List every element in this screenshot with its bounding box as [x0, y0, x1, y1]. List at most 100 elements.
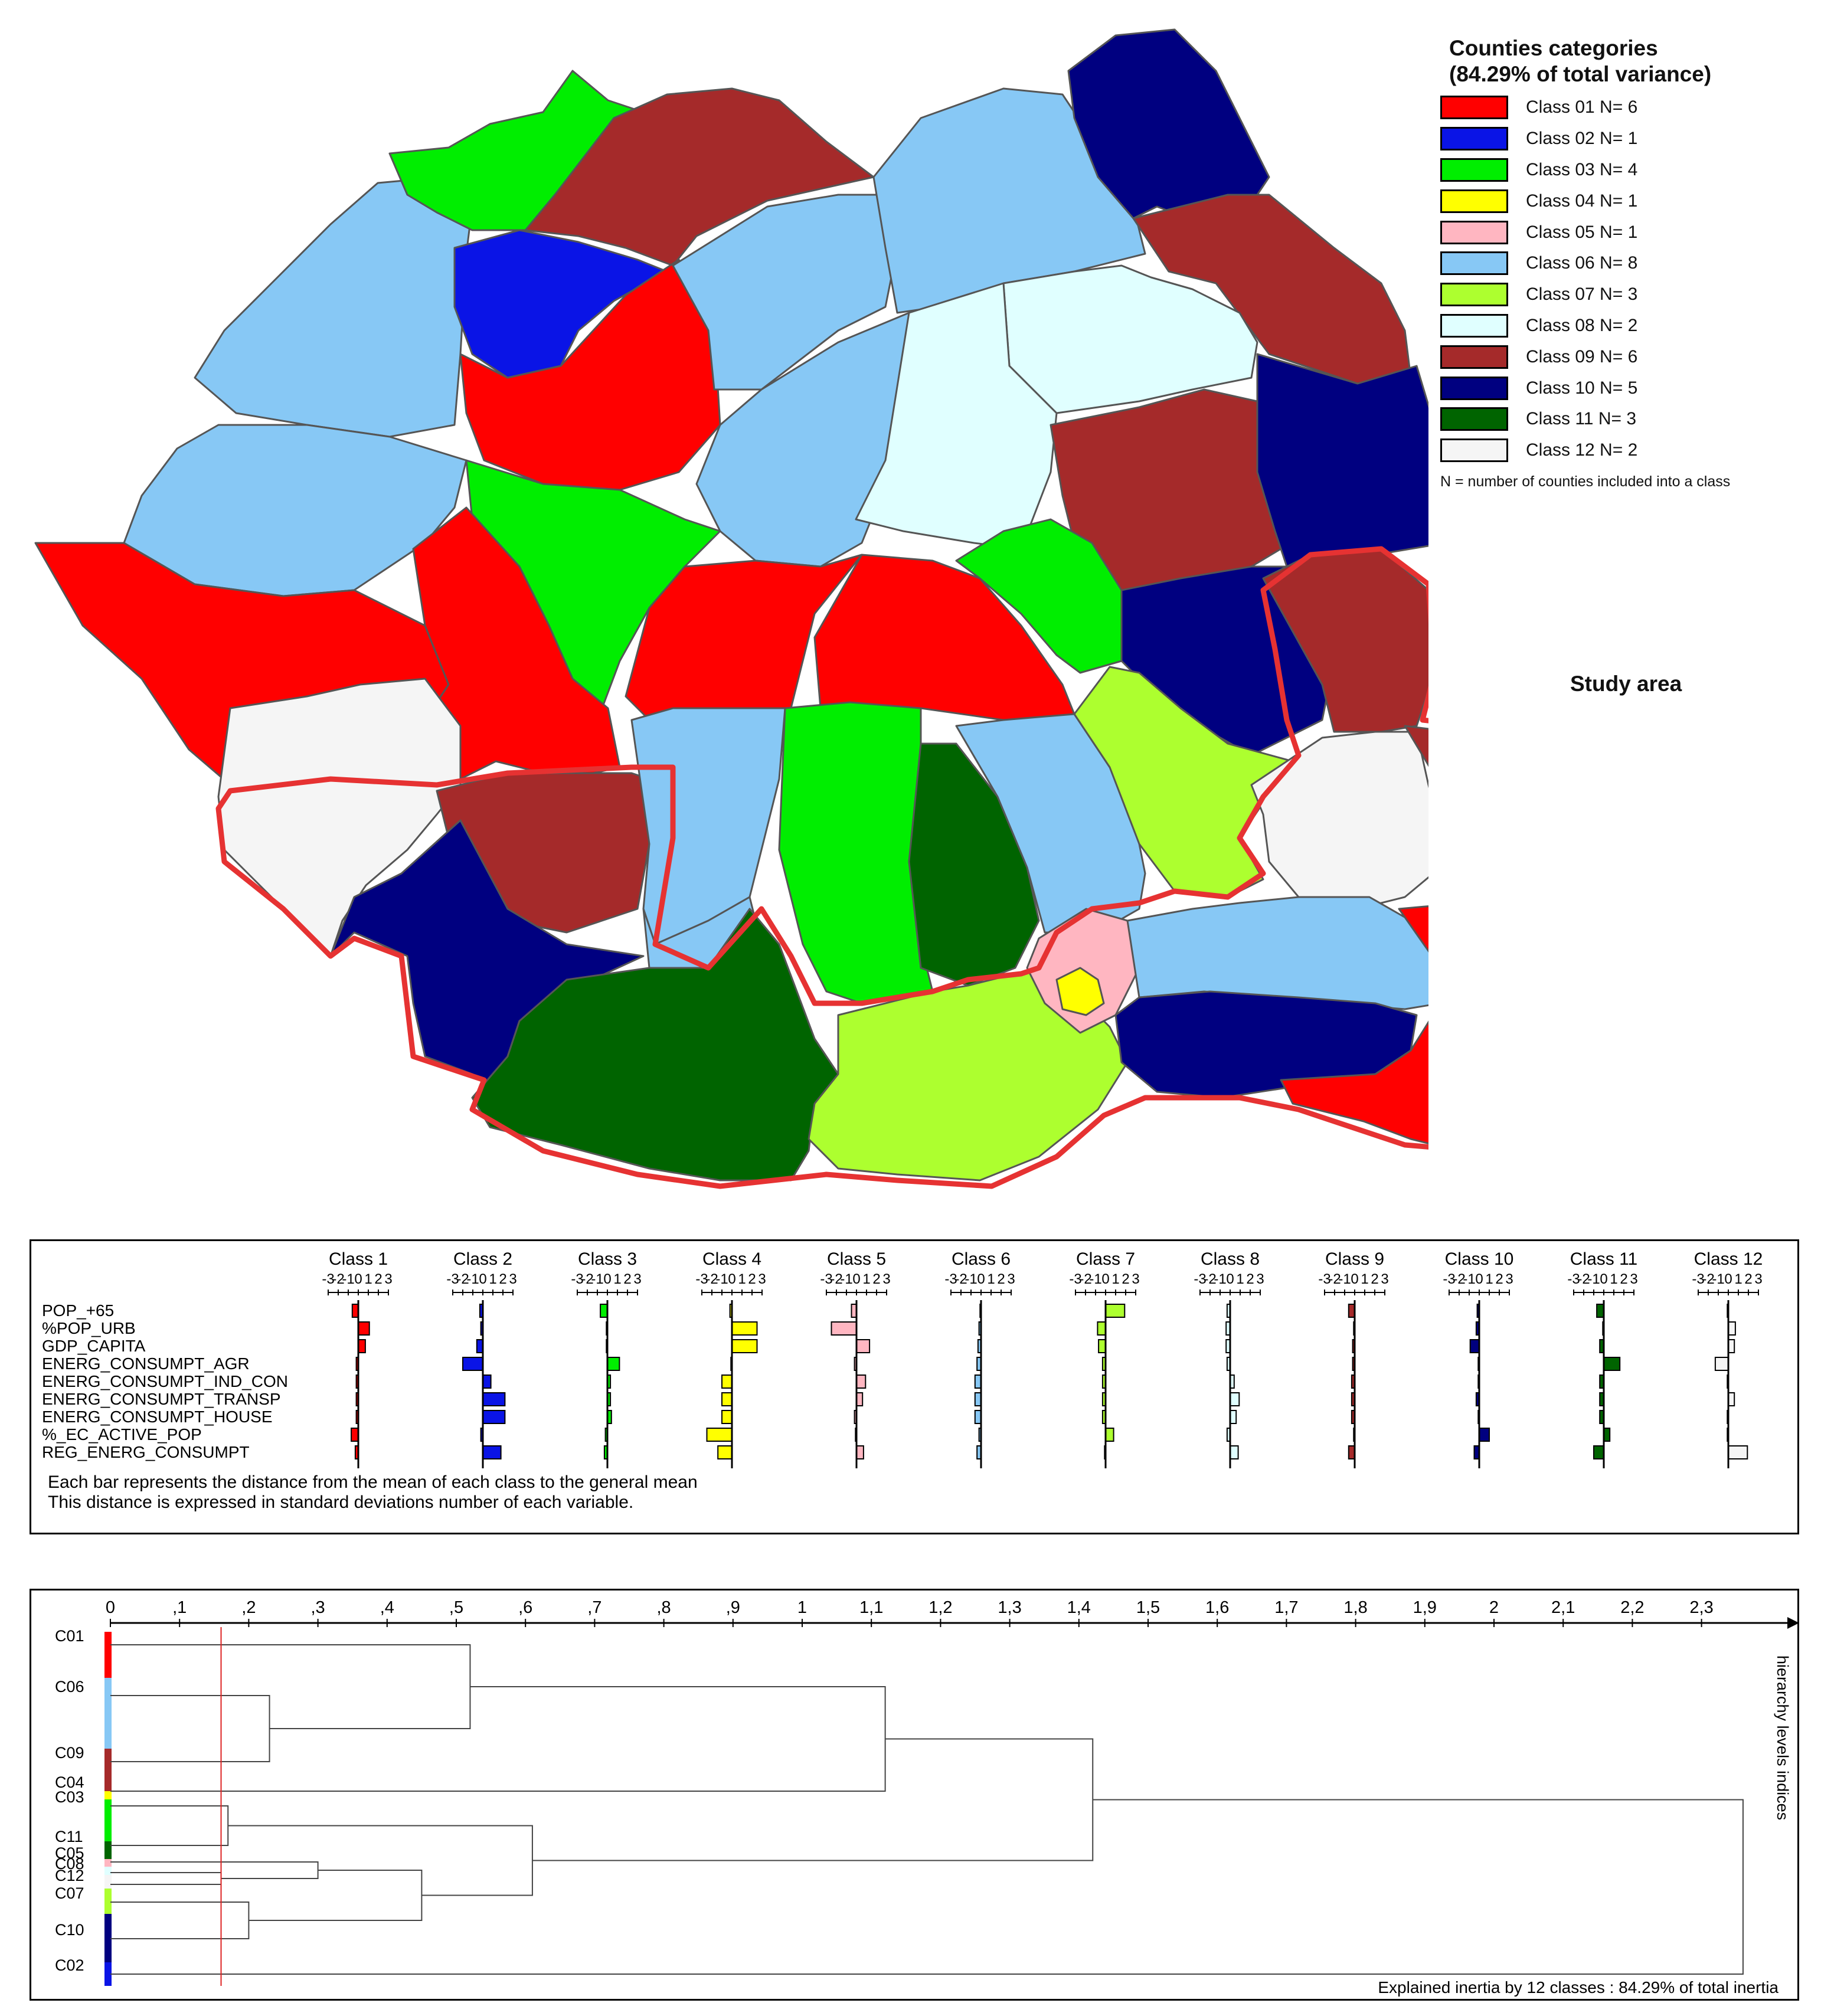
profile-bar — [1348, 1445, 1356, 1459]
dendrogram-axis-tick-label: ,3 — [311, 1598, 325, 1617]
legend-label: Class 11 N= 3 — [1526, 409, 1637, 429]
profile-axis-tick-label: 0 — [852, 1271, 860, 1287]
profile-bar — [1469, 1339, 1480, 1353]
profile-bar — [1714, 1357, 1729, 1371]
dendrogram-leaf-color — [104, 1875, 112, 1889]
dendrogram-panel: 0 ,1 ,2 ,3 ,4 ,5 ,6 ,7 ,8 ,9 1 1,1 1,2 1,3 1,4 1,5 1,6 1,… — [30, 1589, 1799, 2001]
profile-axis-tick-label: 2 — [872, 1271, 880, 1287]
class-profiles-panel: POP_+65 %POP_URB GDP_CAPITA ENERG_CONSUMPT_… — [30, 1239, 1799, 1534]
dendrogram-links — [110, 1627, 1744, 1986]
class-profile: Class 7 -3-2-1 0 1 2 3 — [1069, 1249, 1140, 1468]
profile-bar — [721, 1392, 733, 1406]
profile-axis-tick-label: 3 — [384, 1271, 392, 1287]
profile-axis-tick-label: 2 — [1246, 1271, 1254, 1287]
legend-row: Class 02 N= 1 — [1440, 123, 1806, 155]
profile-axis-tick-label: 3 — [758, 1271, 766, 1287]
county-class09 — [1404, 725, 1428, 767]
legend-label: Class 06 N= 8 — [1526, 253, 1638, 273]
study-area-label: Study area — [1570, 672, 1682, 696]
legend-swatch — [1440, 313, 1508, 338]
profile-bar — [1479, 1428, 1490, 1442]
profile-axis-tick-label: -1 — [1463, 1271, 1475, 1287]
profile-bar — [1728, 1392, 1735, 1406]
county-class12 — [1250, 731, 1428, 910]
class-profile-title: Class 3 — [578, 1249, 637, 1269]
profile-axis-tick-label: 1 — [613, 1271, 621, 1287]
legend-label: Class 12 N= 2 — [1526, 440, 1638, 460]
dendrogram-link — [110, 1902, 250, 1939]
legend-label: Class 05 N= 1 — [1526, 222, 1638, 242]
profile-axis-tick-label: 2 — [374, 1271, 382, 1287]
profile-axis-tick-label: -3 — [1069, 1271, 1081, 1287]
profile-axis-tick-label: 1 — [1236, 1271, 1244, 1287]
profile-bar — [721, 1374, 733, 1389]
dendrogram-leaf-label: C12 — [55, 1867, 84, 1884]
class-profile-title: Class 12 — [1694, 1249, 1763, 1269]
dendrogram-link — [110, 1799, 1744, 1975]
county-class01 — [1280, 905, 1428, 1145]
dendrogram-leaf-label: C05 — [55, 1844, 84, 1862]
dendrogram-leaf-label: C08 — [55, 1855, 84, 1873]
profile-axis-tick-label: 2 — [499, 1271, 506, 1287]
dendrogram-axis-tick-label: 2,3 — [1689, 1598, 1713, 1617]
legend-row: Class 01 N= 6 — [1440, 92, 1806, 123]
profile-axis-tick-label: 2 — [1371, 1271, 1378, 1287]
profile-bar — [721, 1410, 733, 1424]
profile-bar — [1603, 1428, 1611, 1442]
class-profile-title: Class 9 — [1325, 1249, 1384, 1269]
profile-axis-tick-label: -1 — [591, 1271, 603, 1287]
dendrogram-leaf-label: C06 — [55, 1678, 84, 1696]
profile-bar — [482, 1374, 492, 1389]
dendrogram-axis-tick-label: 1,2 — [929, 1598, 952, 1617]
profile-axis-tick-label: -2 — [332, 1271, 344, 1287]
profile-axis-tick-label: 2 — [1495, 1271, 1503, 1287]
class-profile-title: Class 2 — [453, 1249, 512, 1269]
profile-axis-tick-label: -3 — [322, 1271, 334, 1287]
profile-axis-tick-label: 0 — [1101, 1271, 1109, 1287]
dendrogram-axis-tick-label: ,7 — [587, 1598, 601, 1617]
dendrogram-axis-tick-label: ,1 — [172, 1598, 187, 1617]
profile-axis-tick-label: 0 — [977, 1271, 985, 1287]
class-profile-title: Class 7 — [1076, 1249, 1135, 1269]
county-class06 — [194, 176, 473, 438]
profile-axis-tick-label: -2 — [954, 1271, 967, 1287]
legend-rows: Class 01 N= 6 Class 02 N= 1 Class 03 N= 4 C… — [1440, 92, 1806, 466]
class-profile: Class 3 -3-2-1 0 1 2 3 — [571, 1249, 642, 1468]
class-profile: Class 8 -3-2-1 0 1 2 3 — [1194, 1249, 1264, 1468]
profile-axis-tick-label: 0 — [1226, 1271, 1234, 1287]
dendrogram-axis-tick-label: 1,7 — [1274, 1598, 1298, 1617]
class-profile-title: Class 8 — [1201, 1249, 1260, 1269]
profile-bar — [1728, 1339, 1735, 1353]
profile-bar — [1728, 1445, 1748, 1459]
dendrogram-axis-tick-label: ,5 — [449, 1598, 463, 1617]
profile-axis-tick-label: -3 — [446, 1271, 459, 1287]
profile-axis-tick-label: 1 — [1734, 1271, 1742, 1287]
profile-bar — [1230, 1445, 1239, 1459]
profile-bar — [1603, 1357, 1621, 1371]
profile-axis-tick-label: 1 — [489, 1271, 496, 1287]
dendrogram-leaf-label: C10 — [55, 1921, 84, 1939]
dendrogram-leaf-label: C02 — [55, 1956, 84, 1974]
legend-row: Class 06 N= 8 — [1440, 248, 1806, 279]
profile-bar — [476, 1339, 483, 1353]
legend-title-line1: Counties categories — [1449, 36, 1658, 60]
profile-bar — [974, 1410, 982, 1424]
dendrogram-axis-tick-label: 1,9 — [1413, 1598, 1437, 1617]
profile-axis-tick-label: 1 — [1485, 1271, 1493, 1287]
profile-bar — [358, 1321, 370, 1336]
dendrogram-leaf-color — [104, 1859, 112, 1867]
profile-axis-tick-label: 0 — [479, 1271, 486, 1287]
profile-axis-tick-label: -2 — [456, 1271, 469, 1287]
variable-label: REG_ENERG_CONSUMPT — [42, 1443, 250, 1461]
class-profile-title: Class 6 — [952, 1249, 1011, 1269]
class-profile: Class 4 -3-2-1 0 1 2 3 — [695, 1249, 766, 1468]
dendrogram-axis-tick-label: 1,1 — [859, 1598, 883, 1617]
county-class12 — [217, 678, 462, 957]
dendrogram-leaf-color — [104, 1867, 112, 1875]
county-class10 — [1256, 353, 1428, 568]
legend-row: Class 03 N= 4 — [1440, 155, 1806, 186]
profile-bar — [1348, 1304, 1356, 1318]
legend-row: Class 12 N= 2 — [1440, 435, 1806, 466]
dendrogram-link — [110, 1686, 886, 1792]
